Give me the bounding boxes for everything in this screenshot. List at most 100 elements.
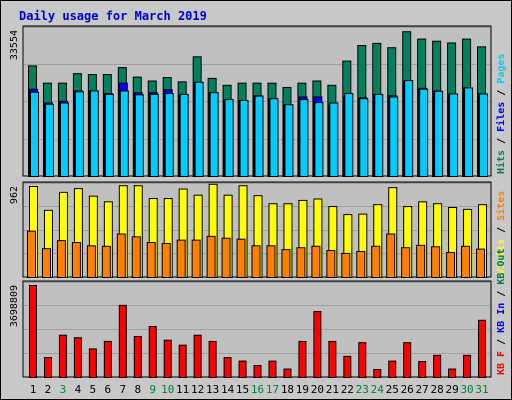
pages-bar xyxy=(479,93,489,177)
x-tick-label: 22 xyxy=(341,383,354,396)
sites-bar xyxy=(326,250,336,279)
sites-bar xyxy=(461,245,471,278)
y-axis-max-usage: 33554 xyxy=(9,30,20,60)
x-tick-label: 28 xyxy=(431,383,444,396)
kbytes-bar xyxy=(373,369,382,378)
y-axis-max-kbytes: 3698809 xyxy=(9,285,20,327)
pages-bar xyxy=(104,93,114,177)
kbytes-bar xyxy=(148,326,157,379)
kbytes-bar xyxy=(463,354,472,379)
pages-bar xyxy=(419,88,429,177)
pages-bar xyxy=(464,87,474,177)
pages-bar xyxy=(299,99,309,177)
kbytes-bar xyxy=(388,360,397,378)
sites-bar xyxy=(281,249,291,278)
pages-bar xyxy=(389,96,399,177)
sites-bar xyxy=(71,242,81,278)
x-tick-label: 18 xyxy=(281,383,294,396)
legend-entry: Sites xyxy=(495,191,507,221)
legend-entry: Hits xyxy=(495,150,507,174)
sites-bar xyxy=(446,251,456,279)
legend-entry: Pages xyxy=(496,54,507,84)
pages-bar xyxy=(149,93,159,177)
pages-bar xyxy=(30,91,39,177)
x-tick-label: 8 xyxy=(134,383,141,396)
x-tick-label: 30 xyxy=(460,383,473,396)
sites-bar xyxy=(431,246,441,279)
pages-bar xyxy=(374,93,384,177)
x-tick-label: 11 xyxy=(176,383,189,396)
pages-bar xyxy=(209,92,219,177)
sites-bar xyxy=(296,247,306,278)
kbytes-bar xyxy=(163,339,172,379)
kbytes-bar xyxy=(328,340,337,378)
x-tick-label: 9 xyxy=(149,383,156,396)
sites-bar xyxy=(176,239,186,278)
legend-entry: / xyxy=(496,221,507,239)
legend-kbytes: KB F / KB In / KB Out xyxy=(496,249,507,375)
kbytes-bar xyxy=(88,348,97,379)
x-tick-label: 6 xyxy=(105,383,112,396)
legend-entry: / xyxy=(496,132,507,150)
kbytes-bar xyxy=(223,357,232,379)
kbytes-bar xyxy=(73,337,82,378)
pages-bar xyxy=(179,93,189,177)
legend-entry: KB F xyxy=(496,351,507,375)
kbytes-bar xyxy=(343,355,352,379)
legend-entry: / xyxy=(496,84,507,102)
x-tick-label: 26 xyxy=(401,383,414,396)
pages-bar xyxy=(284,104,294,177)
x-tick-label: 31 xyxy=(475,383,488,396)
x-tick-label: 23 xyxy=(356,383,369,396)
kbytes-bar xyxy=(238,360,247,378)
sites-bar xyxy=(401,247,411,278)
y-axis-max-visits: 962 xyxy=(9,186,20,204)
pages-bar xyxy=(269,98,279,177)
sites-bar xyxy=(371,245,381,278)
sites-bar xyxy=(56,240,66,278)
kbytes-bar xyxy=(29,285,37,378)
sites-bar xyxy=(41,248,51,279)
kbytes-bar xyxy=(298,340,307,378)
legend-entry: / xyxy=(496,285,507,303)
pages-bar xyxy=(194,81,204,177)
pages-bar xyxy=(74,91,84,177)
pages-bar xyxy=(224,99,234,177)
x-tick-label: 15 xyxy=(236,383,249,396)
kbytes-bar xyxy=(208,340,217,378)
pages-bar xyxy=(164,93,174,177)
sites-bar xyxy=(416,244,426,279)
sites-bar xyxy=(101,245,111,278)
kbytes-bar xyxy=(418,361,427,378)
legend-entry: KB Out xyxy=(496,249,507,285)
sites-bar xyxy=(266,245,276,278)
x-tick-label: 13 xyxy=(206,383,219,396)
pages-bar xyxy=(344,93,354,177)
legend-entry: / xyxy=(496,333,507,351)
pages-bar xyxy=(359,98,369,177)
x-tick-label: 1 xyxy=(30,383,37,396)
sites-bar xyxy=(251,245,261,278)
kbytes-bar xyxy=(193,334,202,379)
x-tick-label: 29 xyxy=(445,383,458,396)
kbytes-bar xyxy=(58,334,67,379)
sites-bar xyxy=(476,248,486,279)
sites-bar xyxy=(341,252,351,278)
pages-bar xyxy=(254,95,264,177)
x-tick-label: 4 xyxy=(75,383,82,396)
kbytes-bar xyxy=(283,368,292,378)
x-tick-label: 12 xyxy=(191,383,204,396)
pages-bar xyxy=(44,103,54,177)
pages-bar xyxy=(329,102,339,177)
legend-entry: KB In xyxy=(496,303,507,333)
x-tick-label: 3 xyxy=(60,383,67,396)
sites-bar xyxy=(86,245,96,278)
sites-bar xyxy=(386,233,396,278)
kbytes-bar xyxy=(403,342,412,378)
sites-bar xyxy=(206,235,216,278)
sites-bar xyxy=(236,238,246,279)
pages-bar xyxy=(314,102,324,177)
pages-bar xyxy=(134,94,144,177)
kbytes-bar xyxy=(478,319,487,378)
